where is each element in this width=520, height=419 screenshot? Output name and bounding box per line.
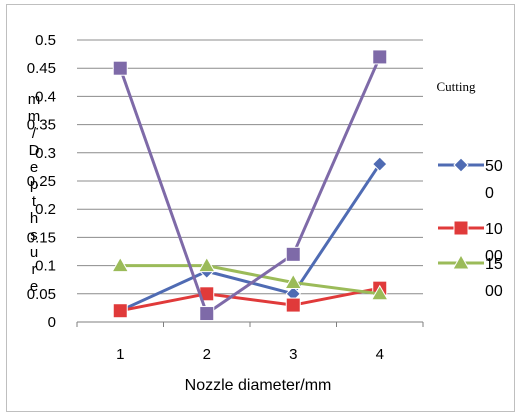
y-axis-title-char: e [30, 278, 38, 295]
data-point [372, 49, 388, 65]
legend-label: 00 [485, 248, 503, 265]
y-axis-title-char: e [30, 159, 38, 176]
data-point [197, 256, 216, 273]
y-axis-title-char: m [28, 108, 41, 125]
data-point [372, 156, 388, 172]
y-axis-title-char: t [32, 193, 37, 210]
x-tick-label: 4 [376, 346, 384, 363]
y-tick-label: 0.05 [27, 286, 56, 303]
y-tick-label: 0.3 [35, 145, 56, 162]
y-axis-title-char: u [30, 244, 38, 261]
data-point [284, 273, 303, 290]
data-point [111, 256, 130, 273]
series-line [118, 56, 382, 316]
legend-entry: 50 0 [438, 157, 503, 202]
legend-swatch-marker [453, 157, 469, 173]
chart-frame [6, 4, 515, 412]
y-tick-label: 0 [48, 314, 56, 331]
y-tick-label: 0.4 [35, 88, 56, 105]
legend-label: 15 [485, 256, 503, 273]
legend-label: 10 [485, 221, 503, 238]
y-tick-label: 0.25 [27, 173, 56, 190]
x-tick-label: 3 [289, 346, 297, 363]
series-lines [111, 49, 389, 322]
y-tick-label: 0.45 [27, 60, 56, 77]
legend-swatch-marker [453, 220, 469, 236]
y-axis-title-char: h [30, 210, 38, 227]
x-tick-label: 2 [203, 346, 211, 363]
data-point [112, 303, 128, 319]
y-axis-title-char: D [29, 142, 40, 159]
y-tick-label: 0.2 [35, 201, 56, 218]
y-axis-title-char: p [30, 176, 38, 193]
data-point [370, 284, 389, 301]
y-tick-label: 0.1 [35, 258, 56, 275]
series-1000 [112, 280, 388, 319]
y-axis-title-char: r [32, 261, 37, 278]
legend-swatch-marker [452, 253, 470, 270]
series-line [120, 264, 380, 296]
y-axis-title-char: m [28, 91, 41, 108]
x-axis-ticks: 1 2 3 4 [76, 322, 424, 363]
x-axis-title: Nozzle diameter/mm [185, 377, 332, 394]
legend-entry: 10 00 [438, 220, 503, 265]
legend-label: 00 [485, 283, 503, 300]
y-axis-title-char: / [32, 125, 37, 142]
gridlines [77, 39, 423, 323]
y-tick-label: 0.15 [27, 229, 56, 246]
legend-title: Cutting [436, 79, 476, 94]
legend-label: 0 [485, 185, 494, 202]
y-axis-title-char: s [30, 227, 38, 244]
data-point [112, 60, 128, 76]
data-point [199, 306, 215, 322]
series-line [119, 286, 381, 313]
series-unlabeled [112, 49, 388, 322]
y-tick-label: 0.5 [35, 32, 56, 49]
y-tick-label: 0.35 [27, 117, 56, 134]
y-axis-ticks: 0 0.05 0.1 0.15 0.2 0.25 0.3 0.35 0.4 0.45 0.5 [27, 32, 56, 331]
series-1500 [111, 256, 389, 301]
data-point [285, 297, 301, 313]
data-point [285, 246, 301, 262]
legend-label: 50 [485, 158, 503, 175]
x-tick-label: 1 [116, 346, 124, 363]
